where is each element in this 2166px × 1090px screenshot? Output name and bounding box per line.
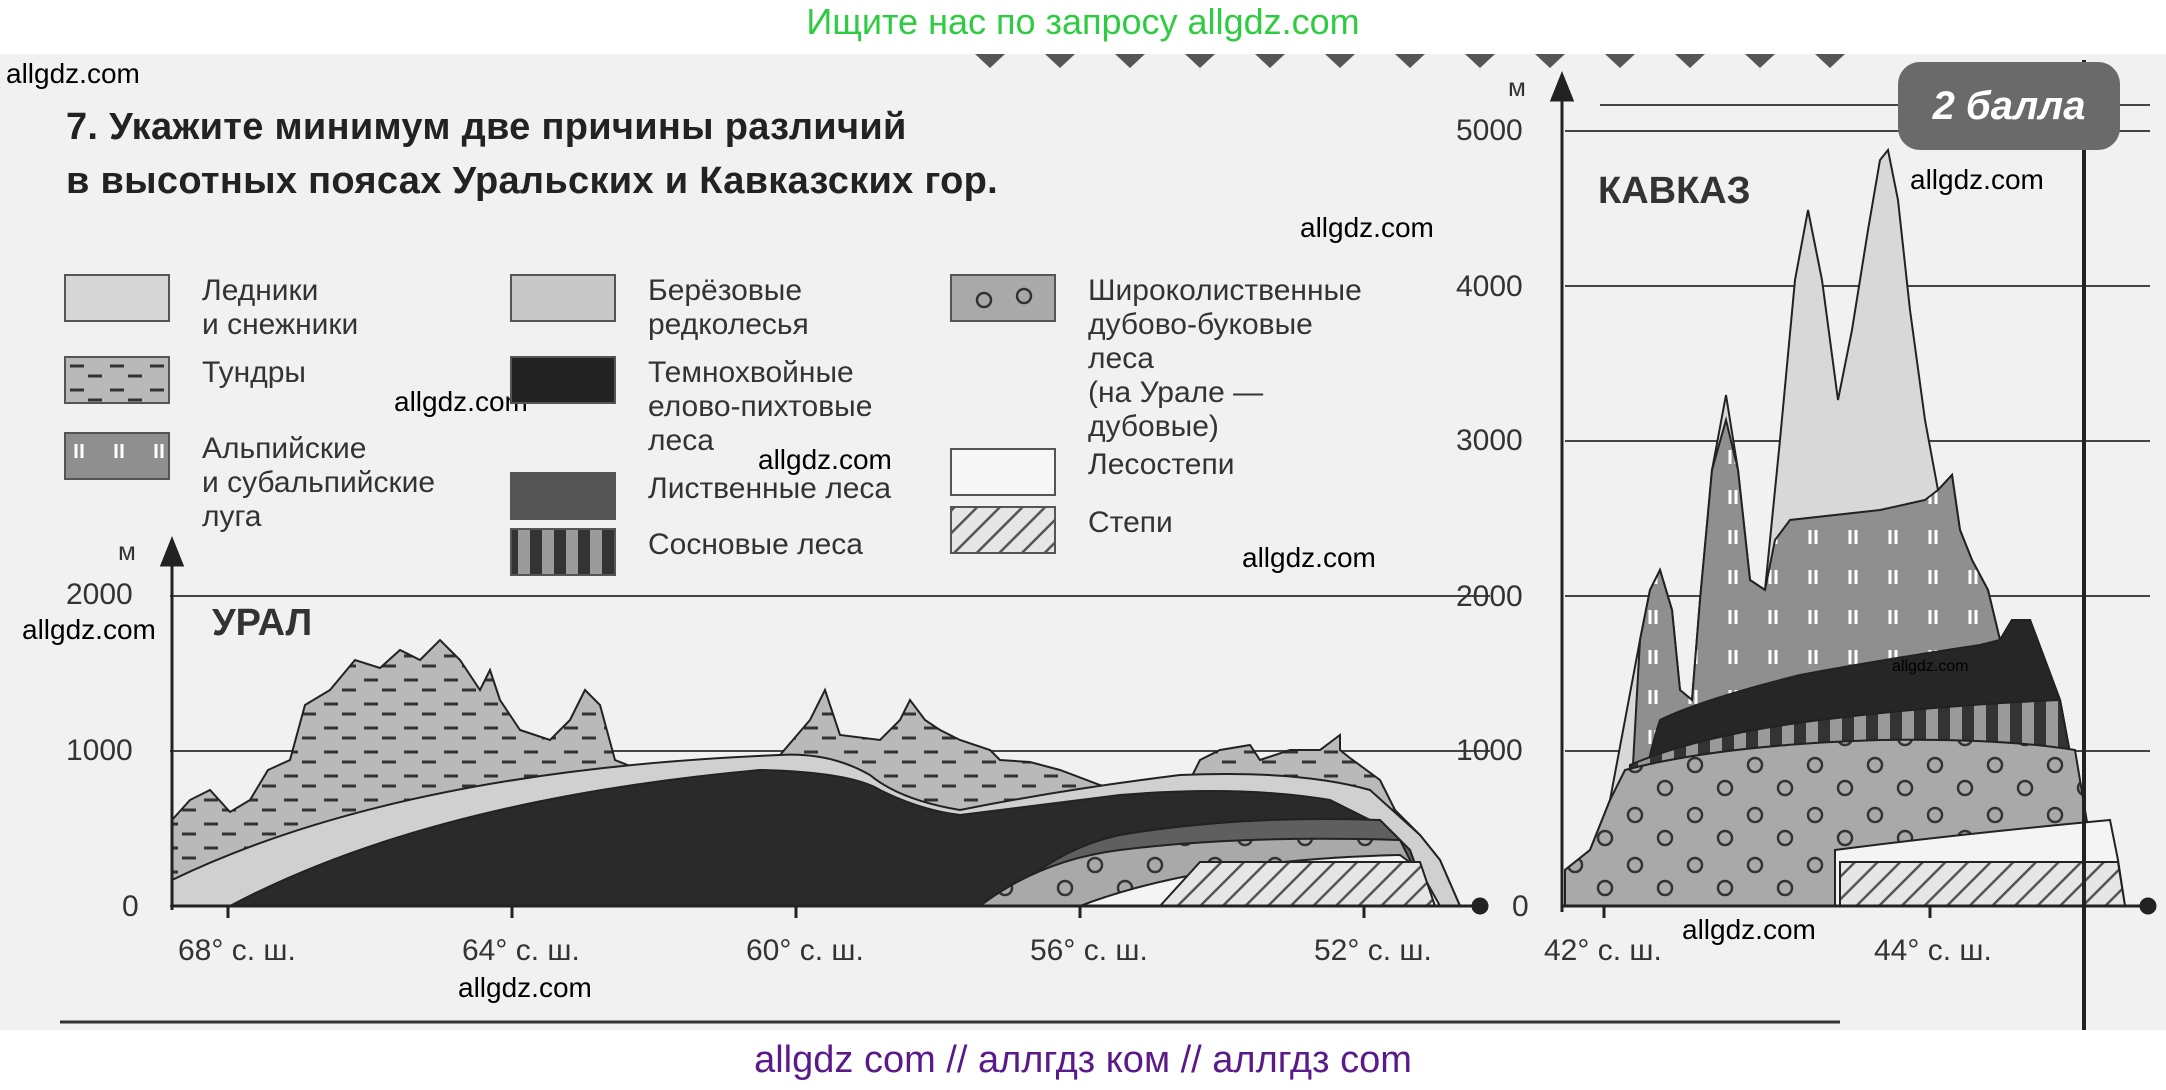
- ural-axes: [159, 535, 1489, 918]
- legend-swatch: [64, 274, 170, 322]
- legend-label: Лиственные леса: [648, 472, 892, 505]
- ural-title: УРАЛ: [212, 602, 313, 644]
- legend-item-steppe: Степи: [950, 506, 1173, 554]
- legend-label: Альпийские и субальпийские луга: [202, 432, 436, 533]
- ural-x-tick: 52° с. ш.: [1314, 934, 1432, 967]
- legend-swatch: [64, 432, 170, 480]
- ural-y-tick: 0: [122, 890, 139, 923]
- caucasus-y-tick: 3000: [1456, 424, 1523, 457]
- legend-item-dark-conifer: Темнохвойные елово-пихтовые леса: [510, 356, 872, 458]
- ural-y-unit: м: [118, 536, 136, 566]
- legend-swatch: [950, 506, 1056, 554]
- legend-label: Широколиственные дубово-буковые леса (на…: [1088, 274, 1362, 443]
- caucasus-x-tick: 44° с. ш.: [1874, 934, 1992, 967]
- legend-swatch: [510, 356, 616, 404]
- watermark: allgdz.com: [22, 614, 156, 645]
- legend-label: Берёзовые редколесья: [648, 274, 809, 341]
- legend-item-deciduous: Лиственные леса: [510, 472, 891, 520]
- caucasus-x-tick: 42° с. ш.: [1544, 934, 1662, 967]
- ural-y-tick: 1000: [66, 734, 133, 767]
- legend-swatch: [64, 356, 170, 404]
- legend-item-pine: Сосновые леса: [510, 528, 863, 576]
- task-question: 7. Укажите минимум две причины различий …: [66, 100, 998, 208]
- ural-y-tick: 2000: [66, 578, 133, 611]
- watermark: allgdz.com: [1242, 542, 1376, 573]
- legend-item-tundra: Тундры: [64, 356, 306, 404]
- legend-label: Темнохвойные елово-пихтовые леса: [648, 356, 873, 457]
- watermark: allgdz.com: [1682, 914, 1816, 945]
- legend-item-forest-steppe: Лесостепи: [950, 448, 1234, 496]
- legend-swatch: [950, 274, 1056, 322]
- watermark: allgdz.com: [6, 58, 140, 89]
- legend-item-birch: Берёзовые редколесья: [510, 274, 809, 342]
- watermark: allgdz.com: [1910, 164, 2044, 195]
- caucasus-title: КАВКАЗ: [1598, 170, 1751, 212]
- caucasus-y-tick: 1000: [1456, 734, 1523, 767]
- legend-item-broadleaf: Широколиственные дубово-буковые леса (на…: [950, 274, 1362, 444]
- footer-watermark: allgdz com // аллгдз ком // аллгдз com: [0, 1030, 2166, 1088]
- caucasus-y-tick: 4000: [1456, 270, 1523, 303]
- watermark: allgdz.com: [758, 444, 892, 475]
- caucasus-y-tick: 0: [1512, 890, 1529, 923]
- caucasus-axes: [1549, 60, 2157, 1040]
- legend-swatch: [950, 448, 1056, 496]
- points-badge: 2 балла: [1898, 62, 2120, 150]
- legend-item-glacier: Ледники и снежники: [64, 274, 358, 342]
- legend-label: Степи: [1088, 506, 1173, 539]
- legend-label: Тундры: [202, 356, 306, 389]
- watermark: allgdz.com: [1300, 212, 1434, 243]
- legend-item-alpine: Альпийские и субальпийские луга: [64, 432, 435, 534]
- task-line-1: 7. Укажите минимум две причины различий: [66, 106, 907, 148]
- legend-swatch: [510, 528, 616, 576]
- legend-label: Лесостепи: [1088, 448, 1235, 481]
- caucasus-y-tick: 2000: [1456, 580, 1523, 613]
- watermark: allgdz.com: [394, 386, 528, 417]
- legend-label: Сосновые леса: [648, 528, 863, 561]
- promo-banner: Ищите нас по запросу allgdz.com: [0, 0, 2166, 54]
- ural-x-tick: 60° с. ш.: [746, 934, 864, 967]
- ural-x-tick: 64° с. ш.: [462, 934, 580, 967]
- ural-x-tick: 68° с. ш.: [178, 934, 296, 967]
- caucasus-y-tick: 5000: [1456, 114, 1523, 147]
- watermark: allgdz.com: [458, 972, 592, 1003]
- caucasus-profile: [1564, 147, 2127, 907]
- caucasus-y-unit: м: [1508, 72, 1526, 102]
- ural-profile: [171, 638, 1462, 907]
- legend-swatch: [510, 472, 616, 520]
- ural-x-tick: 56° с. ш.: [1030, 934, 1148, 967]
- task-line-2: в высотных поясах Уральских и Кавказских…: [66, 160, 998, 202]
- decor-diamonds: [975, 54, 1845, 68]
- legend-label: Ледники и снежники: [202, 274, 359, 341]
- legend-swatch: [510, 274, 616, 322]
- watermark: allgdz.com: [1892, 658, 1969, 675]
